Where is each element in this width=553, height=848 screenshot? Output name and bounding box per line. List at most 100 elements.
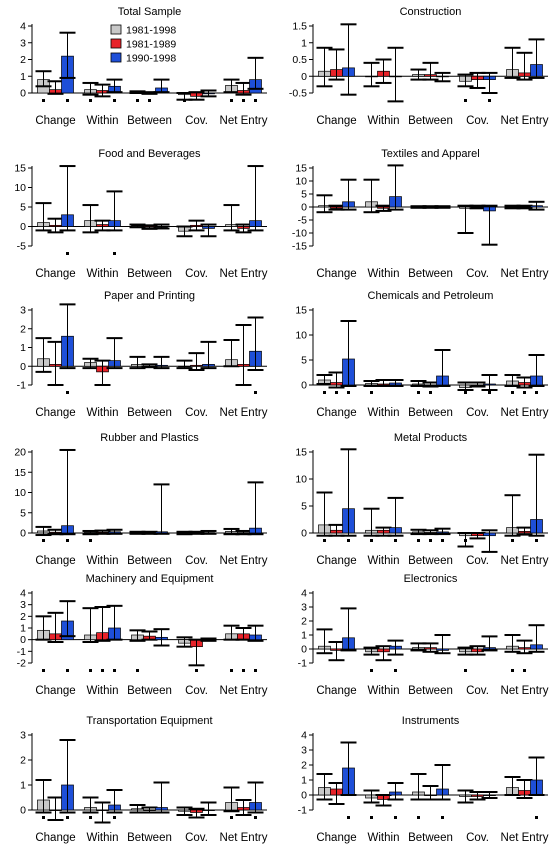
- significance-marker: [370, 391, 373, 394]
- significance-marker: [66, 539, 69, 542]
- significance-marker: [66, 99, 69, 102]
- category-label-transportation-equipment: Between: [127, 832, 172, 844]
- category-label-metal-products: Between: [408, 555, 453, 567]
- significance-marker: [394, 669, 397, 672]
- significance-marker: [254, 816, 257, 819]
- legend-label-1990-1998: 1990-1998: [126, 53, 176, 65]
- legend-swatch-1981-1998: [110, 24, 122, 35]
- y-tick-label-textiles-and-apparel: 10: [295, 176, 307, 188]
- panel-electronics: Electronics -1 0 1 2 3 4 Change Within Between Cov…: [298, 573, 549, 697]
- significance-marker: [511, 391, 514, 394]
- panel-chemicals-and-petroleum: Chemicals and Petroleum 0 5 10 15 Change Withi…: [295, 290, 548, 419]
- y-tick-label-machinery-and-equipment: 0: [20, 634, 26, 646]
- category-label-food-and-beverages: Between: [127, 268, 172, 280]
- legend-swatch-1990-1998: [110, 52, 122, 63]
- category-label-chemicals-and-petroleum: Change: [316, 407, 356, 419]
- significance-marker: [254, 669, 257, 672]
- significance-marker: [66, 252, 69, 255]
- y-tick-label-transportation-equipment: 2: [20, 755, 26, 767]
- category-label-electronics: Net Entry: [501, 685, 549, 697]
- significance-marker: [42, 539, 45, 542]
- significance-marker: [323, 391, 326, 394]
- significance-marker: [254, 99, 257, 102]
- y-tick-label-electronics: 4: [301, 588, 307, 600]
- category-label-metal-products: Change: [316, 555, 356, 567]
- y-tick-label-machinery-and-equipment: -2: [17, 658, 26, 670]
- category-label-transportation-equipment: Change: [35, 832, 75, 844]
- significance-marker: [254, 391, 257, 394]
- panel-transportation-equipment: Transportation Equipment 0 1 2 3 Change Within…: [20, 715, 268, 844]
- significance-marker: [42, 669, 45, 672]
- significance-marker: [429, 539, 432, 542]
- panel-title-rubber-and-plastics: Rubber and Plastics: [100, 432, 199, 444]
- legend: 1981-1998 1981-1989 1990-1998: [110, 24, 176, 65]
- significance-marker: [242, 99, 245, 102]
- significance-marker: [66, 669, 69, 672]
- significance-marker: [113, 669, 116, 672]
- category-label-rubber-and-plastics: Net Entry: [220, 555, 268, 567]
- panel-title-construction: Construction: [400, 6, 462, 18]
- panel-instruments: Instruments -1 0 1 2 3 4 Change Within Between Cov…: [298, 715, 549, 844]
- category-label-machinery-and-equipment: Cov.: [185, 685, 208, 697]
- y-tick-label-instruments: 3: [301, 745, 307, 757]
- y-tick-label-electronics: 0: [301, 644, 307, 656]
- y-tick-label-transportation-equipment: 3: [20, 730, 26, 742]
- significance-marker: [488, 99, 491, 102]
- y-tick-label-instruments: -1: [298, 805, 307, 817]
- y-tick-label-textiles-and-apparel: 5: [301, 189, 307, 201]
- significance-marker: [441, 539, 444, 542]
- y-tick-label-rubber-and-plastics: 20: [14, 447, 26, 459]
- category-label-textiles-and-apparel: Change: [316, 268, 356, 280]
- y-tick-label-textiles-and-apparel: -5: [298, 215, 307, 227]
- category-label-paper-and-printing: Cov.: [185, 407, 208, 419]
- category-label-metal-products: Cov.: [466, 555, 489, 567]
- category-label-rubber-and-plastics: Change: [35, 555, 75, 567]
- significance-marker: [535, 539, 538, 542]
- panel-title-electronics: Electronics: [404, 573, 458, 585]
- significance-marker: [42, 99, 45, 102]
- category-label-metal-products: Net Entry: [501, 555, 549, 567]
- y-tick-label-chemicals-and-petroleum: 0: [301, 380, 307, 392]
- category-label-total-sample: Between: [127, 115, 172, 127]
- y-tick-label-rubber-and-plastics: 10: [14, 487, 26, 499]
- significance-marker: [230, 816, 233, 819]
- y-tick-label-construction: 1: [301, 37, 307, 49]
- panel-title-instruments: Instruments: [402, 715, 460, 727]
- y-tick-label-food-and-beverages: 5: [20, 202, 26, 214]
- y-tick-label-rubber-and-plastics: 0: [20, 528, 26, 540]
- y-tick-label-metal-products: 15: [295, 447, 307, 459]
- significance-marker: [136, 669, 139, 672]
- y-tick-label-construction: -0.5: [289, 88, 307, 100]
- category-label-transportation-equipment: Cov.: [185, 832, 208, 844]
- significance-marker: [417, 539, 420, 542]
- category-label-construction: Within: [368, 115, 400, 127]
- category-label-chemicals-and-petroleum: Within: [368, 407, 400, 419]
- panel-paper-and-printing: Paper and Printing -1 0 1 2 3 Change Within Betw…: [17, 290, 268, 419]
- significance-marker: [335, 391, 338, 394]
- y-tick-label-metal-products: 0: [301, 528, 307, 540]
- significance-marker: [535, 816, 538, 819]
- y-tick-label-paper-and-printing: 2: [20, 323, 26, 335]
- category-label-textiles-and-apparel: Net Entry: [501, 268, 549, 280]
- significance-marker: [347, 816, 350, 819]
- category-label-electronics: Between: [408, 685, 453, 697]
- y-tick-label-machinery-and-equipment: 1: [20, 623, 26, 635]
- significance-marker: [441, 816, 444, 819]
- category-label-instruments: Between: [408, 832, 453, 844]
- significance-marker: [89, 99, 92, 102]
- category-label-machinery-and-equipment: Change: [35, 685, 75, 697]
- y-tick-label-electronics: 3: [301, 602, 307, 614]
- significance-marker: [66, 816, 69, 819]
- category-label-food-and-beverages: Change: [35, 268, 75, 280]
- y-tick-label-total-sample: 0: [20, 88, 26, 100]
- y-tick-label-electronics: 1: [301, 630, 307, 642]
- y-tick-label-construction: 0: [301, 71, 307, 83]
- significance-marker: [42, 816, 45, 819]
- panel-title-textiles-and-apparel: Textiles and Apparel: [381, 148, 479, 160]
- category-label-paper-and-printing: Change: [35, 407, 75, 419]
- significance-marker: [101, 669, 104, 672]
- category-label-rubber-and-plastics: Cov.: [185, 555, 208, 567]
- significance-marker: [323, 539, 326, 542]
- category-label-textiles-and-apparel: Cov.: [466, 268, 489, 280]
